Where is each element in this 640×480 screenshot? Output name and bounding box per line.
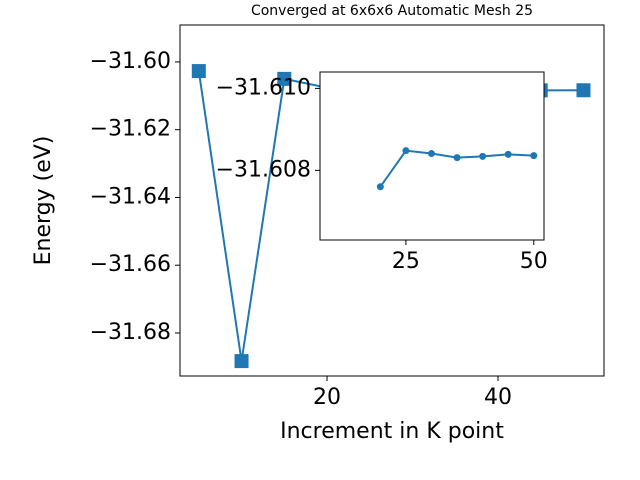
data-point [402,147,410,155]
data-point [453,154,461,162]
data-point [234,354,249,369]
x-tick-label: 40 [484,385,512,410]
x-tick-label: 50 [520,249,548,274]
data-point [277,71,292,86]
axes-frame [179,24,605,377]
data-point [376,183,384,191]
data-point [576,83,591,98]
y-tick-label: −31.610 [216,75,311,100]
data-point [479,152,487,160]
chart-title: Converged at 6x6x6 Automatic Mesh 25 [251,3,533,19]
data-point [427,150,435,158]
data-point [530,152,538,160]
y-tick-label: −31.608 [216,157,311,182]
x-tick-label: 20 [313,385,341,410]
y-tick-label: −31.62 [90,117,171,142]
data-point [191,64,206,79]
y-tick-label: −31.68 [90,320,171,345]
data-point [504,150,512,158]
y-tick-label: −31.64 [90,184,171,209]
y-tick-label: −31.66 [90,252,171,277]
x-axis-label: Increment in K point [280,419,504,444]
axes-frame [319,71,545,241]
plot-group [376,147,538,191]
x-tick-label: 25 [392,249,420,274]
y-tick-label: −31.60 [90,49,171,74]
y-axis-label: Energy (eV) [31,136,56,266]
